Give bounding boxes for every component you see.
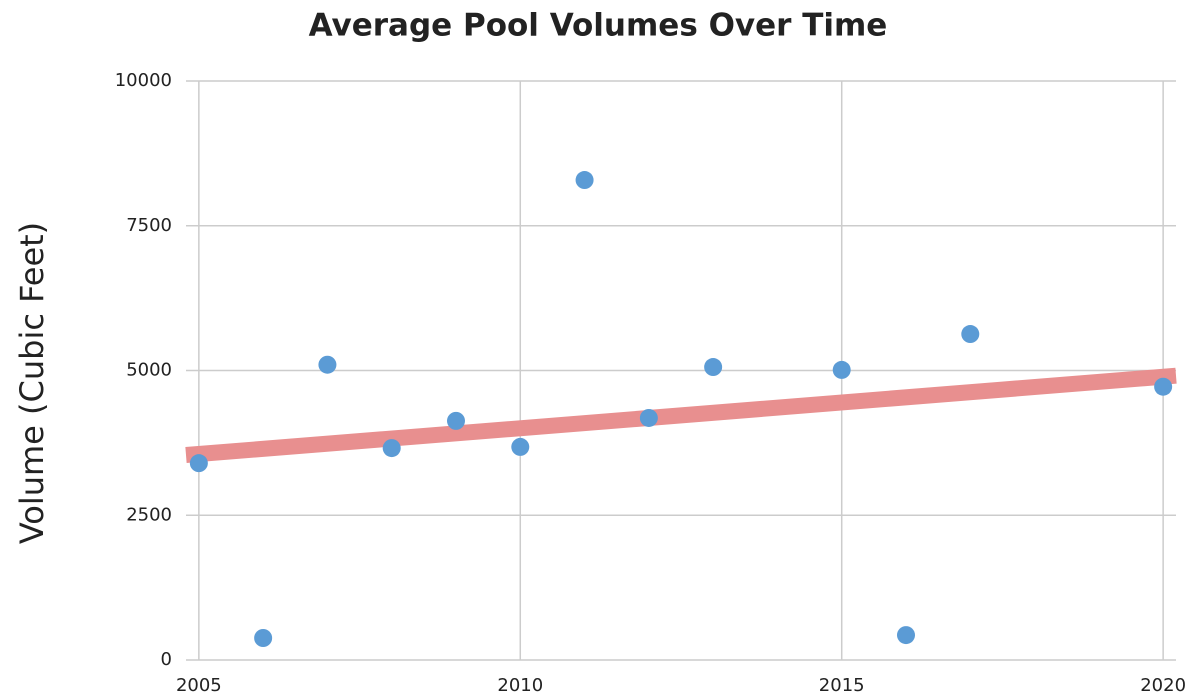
x-tick-label: 2010 [497, 675, 543, 696]
point [189, 454, 208, 473]
point [511, 437, 530, 456]
y-tick-label: 2500 [126, 504, 172, 525]
y-axis-label: Volume (Cubic Feet) [13, 222, 51, 544]
point [447, 411, 465, 430]
y-tick-label: 0 [161, 649, 172, 670]
x-tick-label: 2020 [1140, 675, 1186, 696]
point [254, 628, 273, 647]
y-tick-label: 5000 [126, 360, 172, 381]
point [382, 439, 401, 458]
point [1154, 377, 1173, 396]
point [704, 358, 723, 377]
point [897, 626, 915, 645]
point [961, 325, 980, 344]
trend-line [185, 367, 1177, 464]
y-tick-label: 10000 [115, 70, 172, 91]
point [639, 408, 658, 427]
point [318, 355, 337, 374]
x-tick-label: 2015 [819, 675, 865, 696]
chart-title: Average Pool Volumes Over Time [309, 8, 888, 44]
point [832, 360, 851, 379]
point [575, 171, 594, 190]
y-tick-label: 7500 [126, 215, 172, 236]
x-tick-label: 2005 [176, 675, 222, 696]
